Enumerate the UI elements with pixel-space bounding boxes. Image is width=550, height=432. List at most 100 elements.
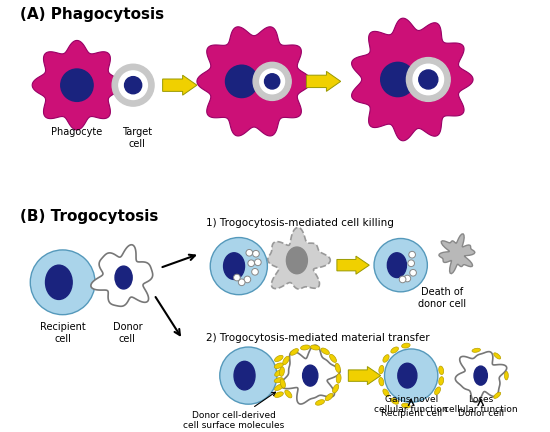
Circle shape <box>409 251 415 258</box>
Polygon shape <box>197 27 311 136</box>
Circle shape <box>406 57 450 102</box>
Ellipse shape <box>325 394 333 400</box>
Text: Recipient
cell: Recipient cell <box>40 322 86 344</box>
Circle shape <box>60 69 93 102</box>
Circle shape <box>419 70 438 89</box>
Ellipse shape <box>274 392 283 397</box>
Ellipse shape <box>391 398 398 404</box>
Ellipse shape <box>379 378 384 386</box>
Text: Gains novel
cellular function: Gains novel cellular function <box>375 395 448 414</box>
Ellipse shape <box>379 365 384 374</box>
Ellipse shape <box>504 372 508 380</box>
Circle shape <box>384 349 438 402</box>
Ellipse shape <box>494 392 501 398</box>
Ellipse shape <box>300 345 310 350</box>
Ellipse shape <box>335 363 340 372</box>
Circle shape <box>124 76 142 94</box>
Circle shape <box>244 276 251 283</box>
Circle shape <box>374 238 427 292</box>
Circle shape <box>210 238 267 295</box>
Text: Death of
donor cell: Death of donor cell <box>417 287 466 308</box>
Circle shape <box>226 65 258 98</box>
Polygon shape <box>91 245 153 306</box>
Ellipse shape <box>274 370 283 376</box>
Ellipse shape <box>336 374 341 383</box>
Circle shape <box>253 62 291 100</box>
Text: Loses
cellular function: Loses cellular function <box>444 395 518 414</box>
Ellipse shape <box>439 377 444 385</box>
Circle shape <box>252 251 259 257</box>
Polygon shape <box>268 228 331 289</box>
Ellipse shape <box>285 390 292 398</box>
Ellipse shape <box>283 356 289 365</box>
Ellipse shape <box>302 365 318 386</box>
Ellipse shape <box>474 366 487 385</box>
Text: (A) Phagocytosis: (A) Phagocytosis <box>20 7 164 22</box>
FancyArrow shape <box>348 367 381 384</box>
Ellipse shape <box>383 355 389 362</box>
Circle shape <box>265 74 280 89</box>
Polygon shape <box>281 345 340 404</box>
Circle shape <box>399 276 406 283</box>
Circle shape <box>246 249 252 256</box>
Ellipse shape <box>224 253 245 280</box>
Circle shape <box>413 64 443 95</box>
FancyArrow shape <box>306 71 340 92</box>
Ellipse shape <box>274 378 283 383</box>
Ellipse shape <box>329 354 337 362</box>
Text: Donor
cell: Donor cell <box>113 322 142 344</box>
Ellipse shape <box>472 348 481 353</box>
Circle shape <box>255 259 261 266</box>
Ellipse shape <box>494 353 501 359</box>
Circle shape <box>408 260 415 267</box>
Circle shape <box>234 274 240 281</box>
Ellipse shape <box>280 379 285 388</box>
Circle shape <box>119 71 147 99</box>
Ellipse shape <box>115 266 132 289</box>
Ellipse shape <box>391 347 398 353</box>
Text: Donor cell-derived
cell surface molecules: Donor cell-derived cell surface molecule… <box>184 392 285 430</box>
Ellipse shape <box>311 345 320 350</box>
Ellipse shape <box>387 253 406 277</box>
Ellipse shape <box>434 387 441 395</box>
Circle shape <box>381 62 415 97</box>
Ellipse shape <box>333 384 339 393</box>
Ellipse shape <box>383 389 389 397</box>
Ellipse shape <box>316 400 324 405</box>
Circle shape <box>112 64 154 106</box>
Ellipse shape <box>234 361 255 390</box>
Polygon shape <box>351 18 473 141</box>
Text: Target
cell: Target cell <box>122 127 152 149</box>
Text: (B) Trogocytosis: (B) Trogocytosis <box>20 209 158 224</box>
Ellipse shape <box>439 366 444 375</box>
Circle shape <box>248 260 255 267</box>
Ellipse shape <box>274 356 283 362</box>
Polygon shape <box>32 41 122 130</box>
Ellipse shape <box>321 348 329 354</box>
Ellipse shape <box>46 265 72 299</box>
Text: Recipient cell: Recipient cell <box>381 409 442 418</box>
Ellipse shape <box>290 349 299 355</box>
Circle shape <box>220 347 277 404</box>
Text: 2) Trogocytosis-mediated material transfer: 2) Trogocytosis-mediated material transf… <box>206 333 430 343</box>
Polygon shape <box>455 352 507 402</box>
Ellipse shape <box>274 363 283 368</box>
Text: Phagocyte: Phagocyte <box>51 127 102 137</box>
Ellipse shape <box>274 384 283 391</box>
FancyArrow shape <box>337 256 369 274</box>
Ellipse shape <box>402 343 410 348</box>
Polygon shape <box>439 234 475 273</box>
Ellipse shape <box>402 403 410 408</box>
Circle shape <box>252 269 258 275</box>
Circle shape <box>410 270 416 276</box>
Circle shape <box>238 279 245 286</box>
Circle shape <box>260 69 284 94</box>
Circle shape <box>404 275 411 282</box>
Ellipse shape <box>398 363 417 388</box>
FancyArrow shape <box>163 75 197 95</box>
Text: Donor cell: Donor cell <box>458 409 504 418</box>
Circle shape <box>30 250 95 314</box>
Ellipse shape <box>287 247 307 274</box>
Ellipse shape <box>279 367 284 376</box>
Text: 1) Trogocytosis-mediated cell killing: 1) Trogocytosis-mediated cell killing <box>206 219 394 229</box>
